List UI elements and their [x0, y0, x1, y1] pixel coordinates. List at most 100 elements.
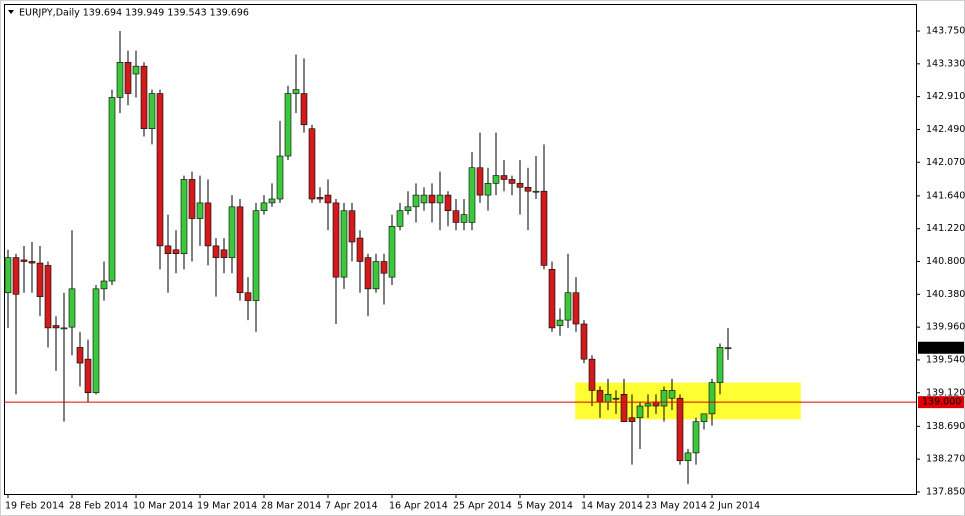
candle-body [356, 237, 364, 262]
candle-body [148, 93, 156, 129]
y-tick-label: 140.800 [926, 256, 965, 267]
candle-body [668, 390, 676, 399]
candle-body [348, 210, 356, 243]
candle-body [548, 269, 556, 329]
candle-body [308, 128, 316, 200]
candle-body [428, 194, 436, 204]
candle-body [324, 194, 332, 204]
x-tick-label: 23 May 2014 [645, 501, 707, 512]
y-tick-label: 141.220 [926, 223, 965, 234]
candle-body [44, 265, 52, 329]
x-tick-label: 28 Feb 2014 [69, 501, 128, 512]
x-tick-label: 19 Mar 2014 [197, 501, 257, 512]
y-tick-label: 139.960 [926, 322, 965, 333]
x-tick-label: 25 Apr 2014 [453, 501, 512, 512]
candle-body [284, 93, 292, 157]
candle-body [212, 245, 220, 258]
candle-body [156, 93, 164, 247]
candle-body [644, 403, 652, 407]
candle-body [68, 288, 76, 328]
candle-body [564, 292, 572, 321]
candle-body [452, 210, 460, 223]
x-tick-label: 16 Apr 2014 [389, 501, 448, 512]
candle-body [516, 183, 524, 188]
y-tick-label: 140.380 [926, 289, 965, 300]
candle-body [380, 261, 388, 274]
candle-body [132, 65, 140, 75]
candle-body [292, 89, 300, 94]
candle-body [628, 417, 636, 422]
y-tick-label: 138.690 [926, 421, 965, 432]
candle-body [468, 167, 476, 223]
level-label-box [918, 396, 964, 409]
candle-body [108, 97, 116, 282]
candle-body [236, 206, 244, 294]
candle-body [204, 202, 212, 247]
candle-body [220, 249, 228, 258]
candle-body [532, 190, 540, 193]
candle-body [244, 292, 252, 301]
candle-body [100, 280, 108, 290]
candle-body [316, 197, 324, 200]
candle-body [60, 327, 68, 330]
candle-body [716, 347, 724, 383]
candle-body [116, 61, 124, 98]
candle-body [476, 167, 484, 196]
candle-body [332, 202, 340, 278]
candle-body [508, 179, 516, 184]
candle-body [652, 401, 660, 407]
x-tick-label: 7 Apr 2014 [325, 501, 378, 512]
candle-body [620, 394, 628, 422]
candle-body [692, 421, 700, 454]
y-tick-label: 142.910 [926, 91, 965, 102]
y-tick-label: 139.120 [926, 387, 965, 398]
y-tick-label: 143.330 [926, 58, 965, 69]
candle-body [124, 61, 132, 94]
candle-body [524, 186, 532, 192]
candle-body [396, 210, 404, 227]
candle-body [484, 183, 492, 196]
y-tick-label: 138.270 [926, 454, 965, 465]
candle-body [636, 405, 644, 419]
candle-body [708, 382, 716, 415]
candle-body [588, 358, 596, 391]
candle-body [612, 397, 620, 400]
candle-body [404, 206, 412, 212]
candle-body [684, 452, 692, 462]
candle-body [28, 261, 36, 264]
candle-body [596, 390, 604, 403]
candle-body [436, 194, 444, 204]
y-tick-label: 142.490 [926, 124, 965, 135]
candle-body [76, 347, 84, 364]
x-tick-label: 5 May 2014 [517, 501, 573, 512]
candle-body [540, 190, 548, 266]
x-tick-label: 14 May 2014 [581, 501, 643, 512]
candle-body [676, 397, 684, 462]
chart-title: EURJPY,Daily 139.694 139.949 139.543 139… [19, 8, 249, 19]
candle-body [556, 319, 564, 326]
candle-body [724, 347, 732, 350]
candle-body [340, 210, 348, 278]
candle-body [172, 249, 180, 254]
candle-body [660, 390, 668, 407]
x-tick-label: 19 Feb 2014 [5, 501, 64, 512]
candle-body [492, 175, 500, 184]
candle-body [260, 202, 268, 212]
y-tick-label: 142.070 [926, 157, 965, 168]
candle-body [268, 198, 276, 204]
candle-body [572, 292, 580, 325]
y-tick-label: 139.540 [926, 354, 965, 365]
candle-body [388, 226, 396, 278]
y-tick-label: 143.750 [926, 26, 965, 37]
candle-body [604, 394, 612, 403]
candle-body [420, 194, 428, 204]
candle-body [84, 358, 92, 394]
candle-body [92, 288, 100, 394]
x-tick-label: 2 Jun 2014 [709, 501, 760, 512]
candle-body [36, 262, 44, 297]
candle-body [300, 93, 308, 126]
candle-body [580, 323, 588, 360]
candle-body [20, 259, 28, 262]
menu-arrow[interactable] [8, 10, 14, 14]
